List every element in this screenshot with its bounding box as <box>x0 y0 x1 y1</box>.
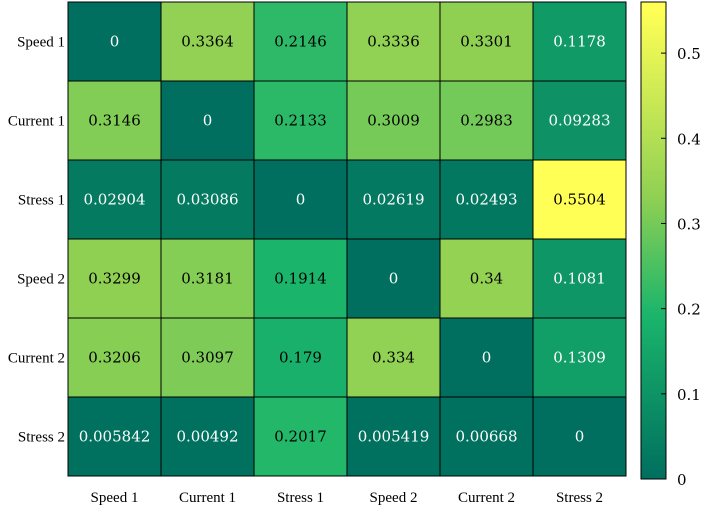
heatmap-cell <box>532 317 627 398</box>
cell-value-label: 0.02493 <box>455 191 517 209</box>
colorbar-tick-label: 0.1 <box>677 386 701 404</box>
cell-value-label: 0.005419 <box>358 428 430 446</box>
cell-value-label: 0.02904 <box>83 191 145 209</box>
cell-value-label: 0.2146 <box>274 33 327 51</box>
cell-value-label: 0 <box>110 33 120 51</box>
heatmap-cell <box>253 317 348 398</box>
cell-value-label: 0.3206 <box>88 349 141 367</box>
heatmap-cell <box>439 159 534 240</box>
cell-value-label: 0.3181 <box>181 270 234 288</box>
heatmap-cell <box>67 159 162 240</box>
cell-value-label: 0.3097 <box>181 349 234 367</box>
cell-value-label: 0 <box>203 112 213 130</box>
cell-value-label: 0.00492 <box>176 428 238 446</box>
cell-value-label: 0.3009 <box>367 112 420 130</box>
row-label: Current 1 <box>8 114 65 130</box>
heatmap-cell <box>253 1 348 82</box>
heatmap-cell <box>439 1 534 82</box>
row-labels: Speed 1 Current 1 Stress 1 Speed 2 Current 2… <box>8 35 65 446</box>
heatmap-cell <box>532 1 627 82</box>
heatmap-cell <box>439 317 534 398</box>
column-label: Speed 1 <box>91 490 139 506</box>
cell-value-label: 0.2983 <box>460 112 513 130</box>
cell-value-label: 0.00668 <box>455 428 517 446</box>
cell-value-label: 0.2017 <box>274 428 327 446</box>
row-label: Stress 2 <box>18 430 65 446</box>
cell-value-label: 0.3336 <box>367 33 420 51</box>
heatmap-cell <box>160 1 255 82</box>
colorbar-tick-label: 0.2 <box>677 301 701 319</box>
column-label: Speed 2 <box>370 490 418 506</box>
cell-value-label: 0.09283 <box>548 112 610 130</box>
column-label: Stress 1 <box>277 490 324 506</box>
cell-value-label: 0.3299 <box>88 270 141 288</box>
cell-value-label: 0 <box>296 191 306 209</box>
cell-value-label: 0.1178 <box>553 33 606 51</box>
cell-value-label: 0 <box>389 270 399 288</box>
cell-value-label: 0 <box>482 349 492 367</box>
cell-value-label: 0.5504 <box>553 191 606 209</box>
heatmap-cell <box>532 80 627 161</box>
cell-value-label: 0.179 <box>279 349 322 367</box>
cell-value-label: 0.2133 <box>274 112 327 130</box>
heatmap-cell <box>346 317 441 398</box>
heatmap-cell <box>532 159 627 240</box>
heatmap-cell <box>160 159 255 240</box>
heatmap-cell <box>532 396 627 477</box>
colorbar-tick-label: 0.5 <box>677 45 701 63</box>
heatmap-cell <box>67 1 162 82</box>
cell-value-label: 0.02619 <box>362 191 424 209</box>
cell-value-label: 0.3146 <box>88 112 141 130</box>
heatmap-cell <box>532 238 627 319</box>
heatmap-cell <box>346 80 441 161</box>
colorbar-tick-label: 0.3 <box>677 215 701 233</box>
cell-value-label: 0 <box>575 428 585 446</box>
heatmap-cell <box>67 396 162 477</box>
column-labels: Speed 1 Current 1 Stress 1 Speed 2 Current 2… <box>91 490 604 506</box>
cell-value-label: 0.1081 <box>553 270 606 288</box>
cell-value-label: 0.3301 <box>460 33 513 51</box>
row-label: Current 2 <box>8 351 65 367</box>
column-label: Current 2 <box>458 490 515 506</box>
cell-value-label: 0.334 <box>372 349 415 367</box>
row-label: Speed 1 <box>17 35 65 51</box>
colorbar-tick-label: 0 <box>677 471 687 489</box>
colorbar-gradient <box>640 1 667 480</box>
heatmap-cell <box>439 396 534 477</box>
colorbar: 0 0.1 0.2 0.3 0.4 0.5 <box>640 1 701 489</box>
heatmap-cell <box>67 238 162 319</box>
colorbar-tick-label: 0.4 <box>677 130 701 148</box>
cell-value-label: 0.34 <box>470 270 503 288</box>
heatmap-cell <box>253 238 348 319</box>
heatmap-cell <box>439 238 534 319</box>
cell-value-label: 0.03086 <box>176 191 238 209</box>
heatmap-cell <box>346 159 441 240</box>
cell-value-label: 0.005842 <box>79 428 151 446</box>
row-label: Speed 2 <box>17 272 65 288</box>
cell-value-label: 0.1914 <box>274 270 327 288</box>
heatmap-cell <box>346 1 441 82</box>
cell-value-label: 0.1309 <box>553 349 606 367</box>
column-label: Stress 2 <box>556 490 603 506</box>
column-label: Current 1 <box>179 490 236 506</box>
row-label: Stress 1 <box>18 193 65 209</box>
heatmap-cell <box>67 317 162 398</box>
heatmap-cells: 0 0.3364 0.2146 0.3336 0.3301 0.1178 0.3146 0 0.… <box>67 1 627 477</box>
heatmap-cell <box>160 238 255 319</box>
heatmap-cell <box>346 396 441 477</box>
cell-value-label: 0.3364 <box>181 33 234 51</box>
heatmap-cell <box>346 238 441 319</box>
heatmap-cell <box>160 80 255 161</box>
